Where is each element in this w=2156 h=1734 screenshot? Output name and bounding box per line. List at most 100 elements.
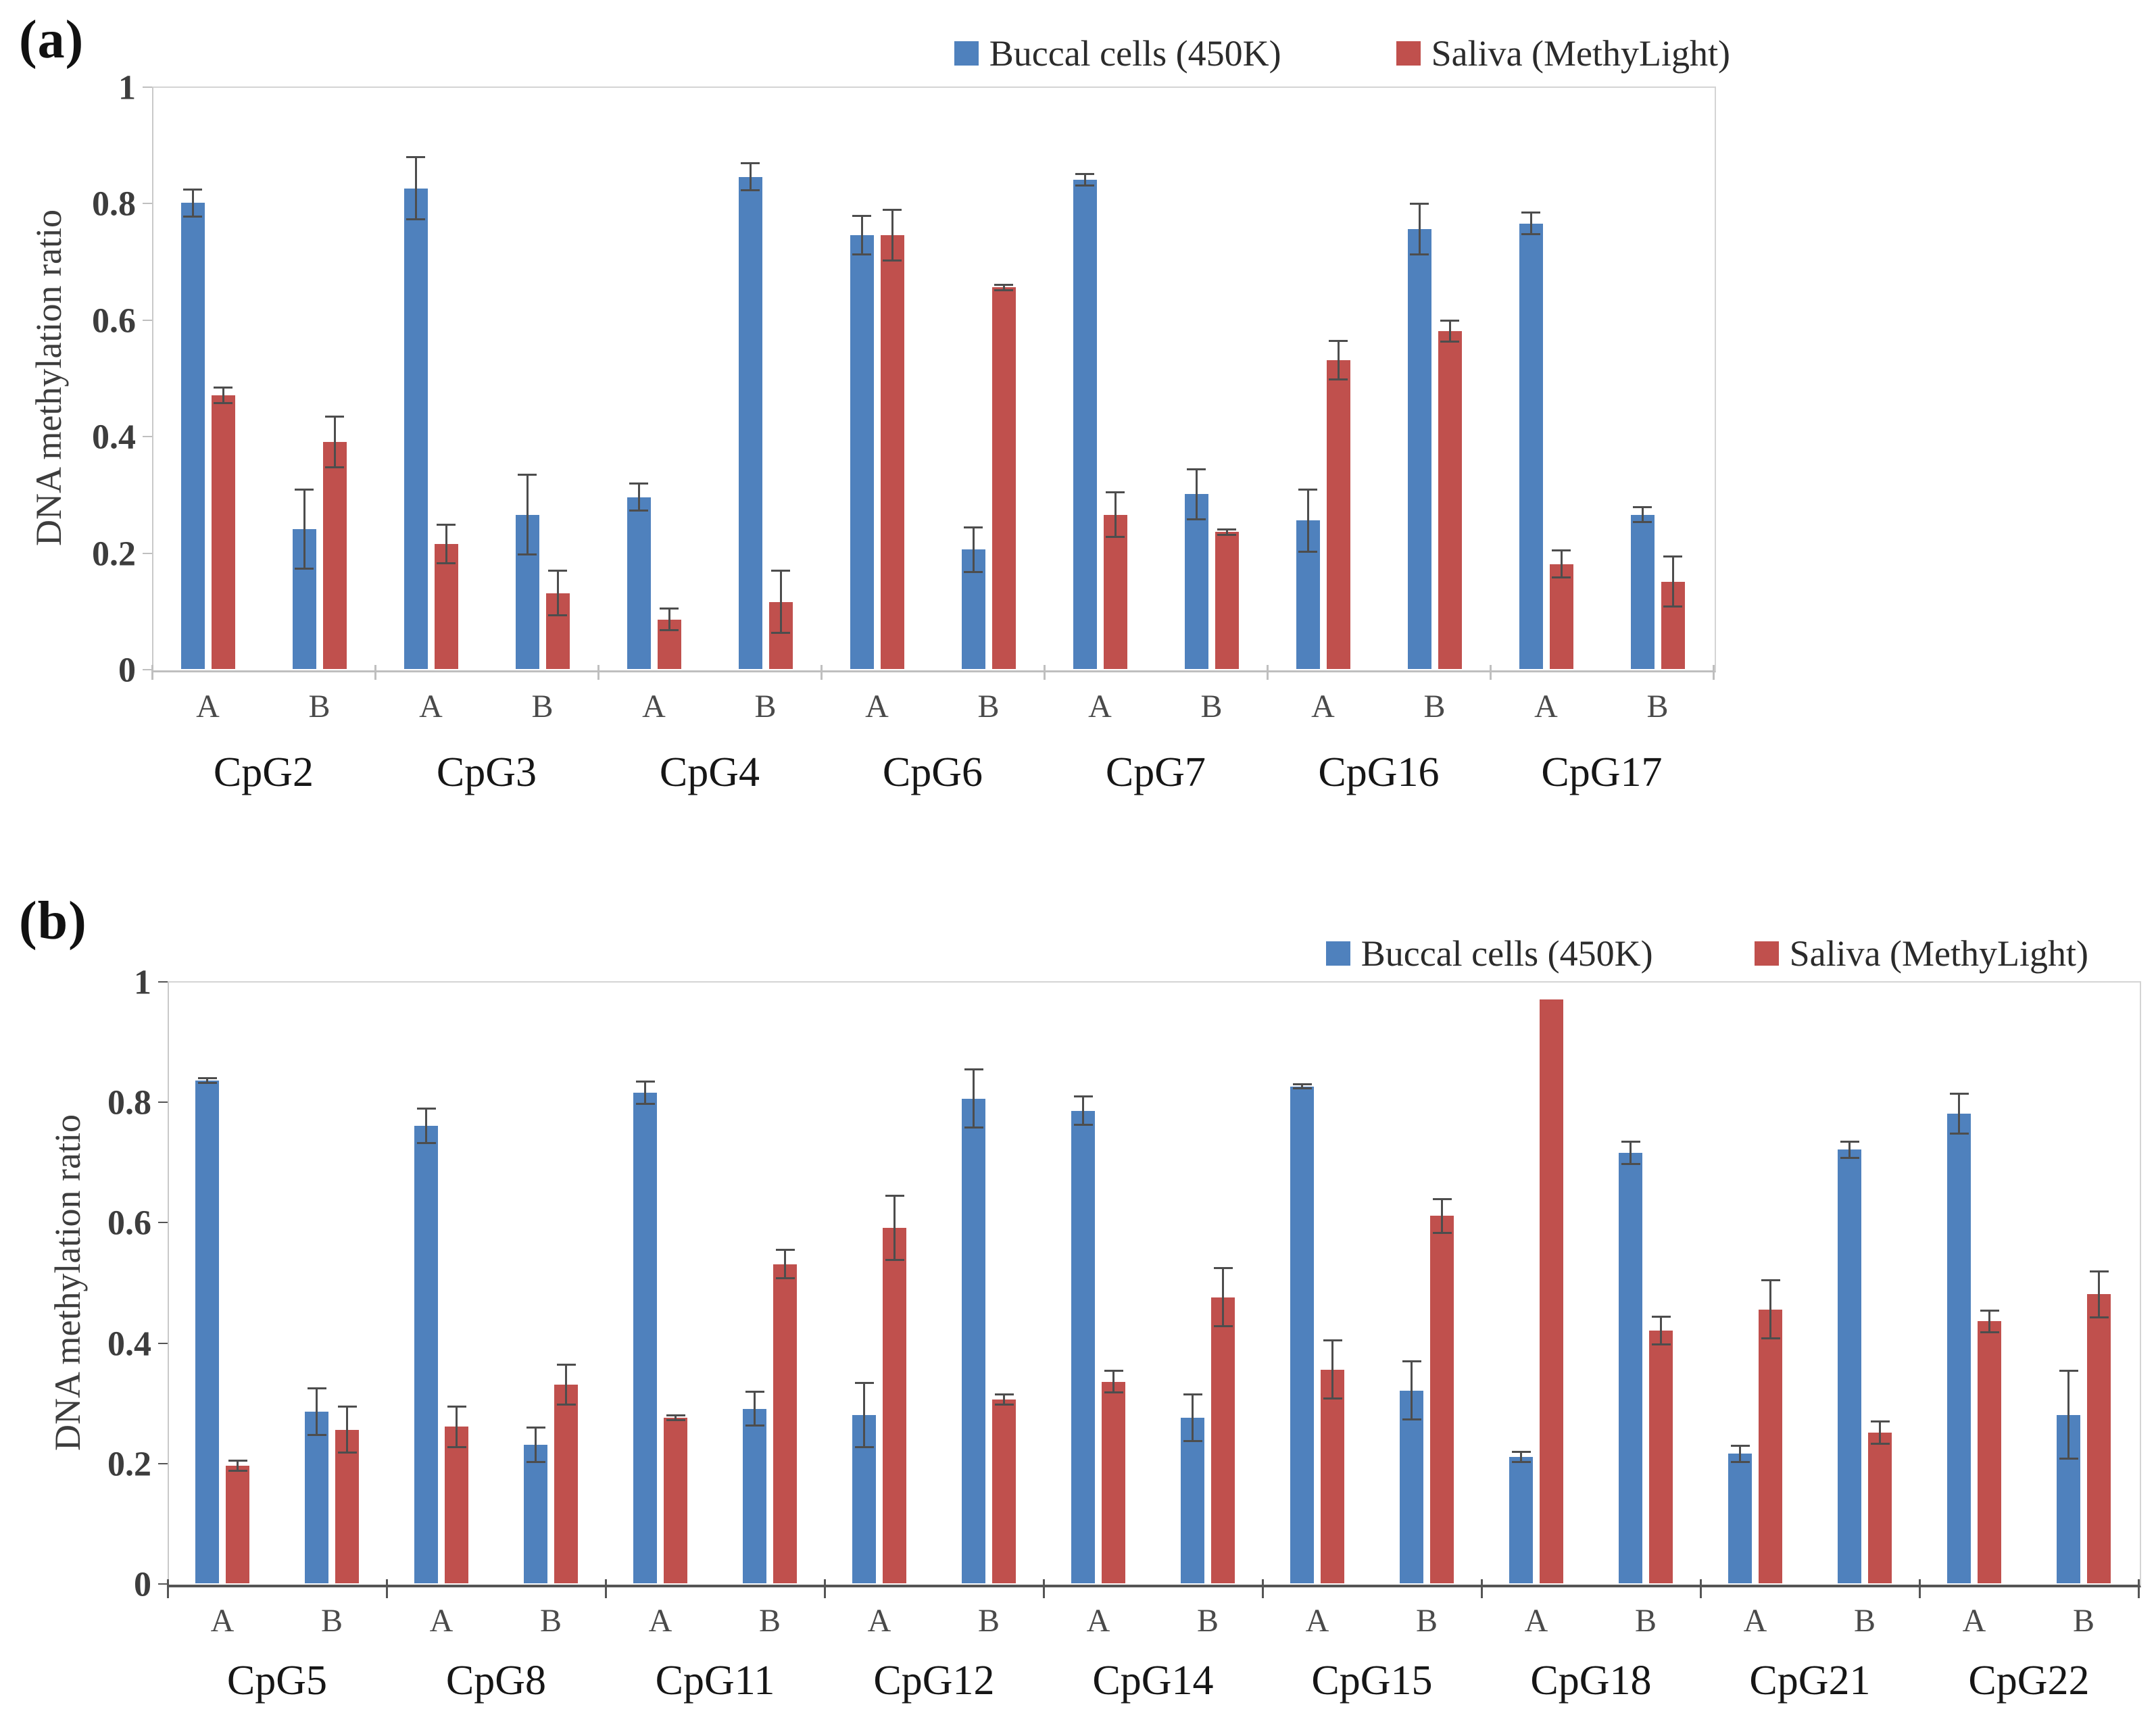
error-bar-stem xyxy=(1769,1279,1771,1340)
saliva-swatch-icon xyxy=(1754,941,1779,966)
error-bar-stem xyxy=(414,156,417,221)
error-bar-stem xyxy=(316,1387,318,1436)
error-bar-stem xyxy=(1337,339,1340,381)
buccal-swatch-icon xyxy=(954,41,979,66)
error-bar xyxy=(1980,1309,1999,1334)
x-axis-group-tick xyxy=(1267,665,1269,680)
saliva-bar xyxy=(1649,1330,1673,1583)
error-bar xyxy=(1329,339,1348,381)
subgroup-label: A xyxy=(1305,1603,1329,1639)
buccal-bar xyxy=(1509,1456,1533,1583)
subgroup-label: A xyxy=(865,689,889,724)
error-bar-stem xyxy=(1641,505,1644,524)
error-bar-stem xyxy=(303,488,305,570)
group-label: CpG11 xyxy=(655,1658,775,1704)
legend-label: Saliva (MethyLight) xyxy=(1789,933,2088,974)
error-bar-stem xyxy=(535,1427,537,1463)
y-tick-mark xyxy=(143,669,152,670)
error-bar-stem xyxy=(891,209,893,262)
error-bar-stem xyxy=(1222,1267,1224,1328)
error-bar xyxy=(548,570,567,617)
buccal-bar xyxy=(1519,223,1543,669)
y-tick-mark xyxy=(158,1583,168,1585)
error-bar xyxy=(556,1363,576,1406)
buccal-bar xyxy=(1947,1114,1971,1583)
subgroup-label: B xyxy=(1200,689,1223,724)
legend-label: Saliva (MethyLight) xyxy=(1431,33,1730,74)
error-bar xyxy=(526,1427,545,1463)
group-label: CpG3 xyxy=(436,749,537,795)
y-tick-mark xyxy=(143,436,152,438)
error-bar-stem xyxy=(206,1076,208,1085)
error-bar-stem xyxy=(1112,1369,1114,1394)
error-bar xyxy=(1432,1197,1452,1235)
y-tick-mark xyxy=(158,1342,168,1344)
subgroup-label: B xyxy=(1853,1603,1876,1639)
error-bar xyxy=(741,162,760,192)
error-bar-stem xyxy=(222,386,224,404)
saliva-bar xyxy=(2087,1294,2111,1583)
error-bar-stem xyxy=(972,526,975,573)
y-tick-mark xyxy=(158,981,168,983)
y-tick-mark xyxy=(158,1462,168,1464)
subgroup-label: A xyxy=(1743,1603,1767,1639)
error-bar xyxy=(1621,1141,1640,1165)
error-bar xyxy=(1410,203,1429,255)
buccal-swatch-icon xyxy=(1325,941,1350,966)
error-bar xyxy=(629,482,648,512)
error-bar-stem xyxy=(1331,1339,1333,1400)
saliva-bar xyxy=(1430,1216,1454,1583)
legend-item-saliva: Saliva (MethyLight) xyxy=(1754,933,2088,974)
error-bar-stem xyxy=(637,482,640,512)
saliva-bar xyxy=(1978,1321,2001,1583)
error-bar xyxy=(1106,491,1125,539)
error-bar xyxy=(666,1414,685,1422)
saliva-bar xyxy=(1211,1297,1235,1583)
error-bar-stem xyxy=(1848,1141,1851,1159)
error-bar-stem xyxy=(1418,203,1421,255)
error-bar xyxy=(416,1108,436,1144)
error-bar-stem xyxy=(973,1068,975,1129)
error-bar-stem xyxy=(526,474,529,555)
y-tick-mark xyxy=(143,552,152,554)
error-bar-stem xyxy=(1192,1393,1194,1442)
x-axis-group-tick xyxy=(1713,665,1715,680)
group-label: CpG5 xyxy=(226,1658,328,1704)
buccal-bar xyxy=(1407,229,1431,669)
error-bar-stem xyxy=(1411,1360,1413,1421)
buccal-bar xyxy=(1728,1454,1752,1583)
saliva-bar xyxy=(1326,360,1350,669)
subgroup-label: B xyxy=(1423,689,1446,724)
buccal-bar xyxy=(1073,179,1097,669)
error-bar xyxy=(883,209,902,262)
error-bar xyxy=(406,156,425,221)
subgroup-label: B xyxy=(977,1603,1000,1639)
error-bar-stem xyxy=(425,1108,427,1144)
x-axis-group-tick xyxy=(1262,1579,1264,1598)
y-tick-label: 0.2 xyxy=(107,1445,151,1484)
x-axis-group-tick xyxy=(1044,665,1046,680)
legend-label: Buccal cells (450K) xyxy=(989,33,1281,74)
subgroup-label: A xyxy=(648,1603,672,1639)
error-bar xyxy=(518,474,537,555)
subgroup-label: A xyxy=(867,1603,891,1639)
subgroup-label: A xyxy=(1088,689,1112,724)
buccal-bar xyxy=(180,203,205,669)
buccal-bar xyxy=(1071,1110,1095,1583)
error-bar xyxy=(994,284,1013,291)
y-tick-label: 1 xyxy=(134,963,151,1002)
subgroup-label: B xyxy=(1634,1603,1657,1639)
error-bar xyxy=(437,523,456,564)
buccal-bar xyxy=(962,1098,985,1583)
saliva-bar xyxy=(883,1228,906,1583)
group-label: CpG14 xyxy=(1092,1658,1214,1704)
error-bar xyxy=(325,416,344,468)
error-bar xyxy=(1633,505,1652,524)
error-bar xyxy=(1552,549,1571,579)
saliva-bar xyxy=(991,287,1016,669)
subgroup-label: A xyxy=(1962,1603,1986,1639)
saliva-bar xyxy=(554,1384,578,1583)
error-bar xyxy=(295,488,314,570)
